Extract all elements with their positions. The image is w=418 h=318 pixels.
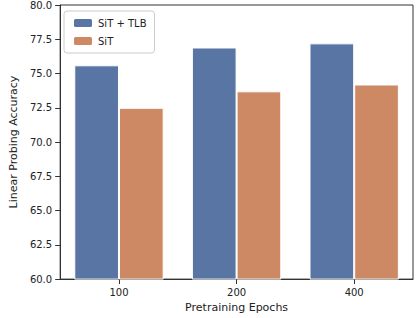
svg-text:80.0: 80.0 <box>30 0 52 11</box>
svg-text:72.5: 72.5 <box>30 102 52 113</box>
svg-text:SiT: SiT <box>98 36 114 47</box>
svg-text:200: 200 <box>227 287 246 298</box>
svg-text:67.5: 67.5 <box>30 171 52 182</box>
svg-text:400: 400 <box>345 287 364 298</box>
svg-text:Pretraining Epochs: Pretraining Epochs <box>185 301 288 314</box>
svg-text:77.5: 77.5 <box>30 34 52 45</box>
svg-text:100: 100 <box>109 287 128 298</box>
svg-text:62.5: 62.5 <box>30 239 52 250</box>
svg-text:70.0: 70.0 <box>30 137 52 148</box>
svg-text:75.0: 75.0 <box>30 68 52 79</box>
svg-text:60.0: 60.0 <box>30 274 52 285</box>
svg-text:65.0: 65.0 <box>30 205 52 216</box>
svg-text:Linear Probing Accuracy: Linear Probing Accuracy <box>7 75 20 208</box>
svg-text:SiT + TLB: SiT + TLB <box>98 18 147 29</box>
